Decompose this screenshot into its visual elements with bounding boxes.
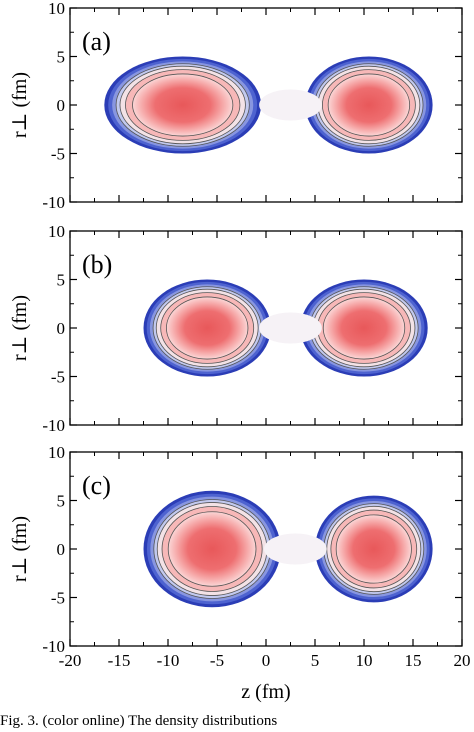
x-tick-label: -15 [108, 651, 131, 670]
panel-a-ticks: -10 -5 0 5 10 [42, 0, 463, 212]
y-tick-label: -10 [42, 416, 65, 435]
x-tick-label: -20 [59, 651, 82, 670]
panel-c-fragment-1-level-7 [167, 511, 257, 587]
panel-a: -10 -5 0 5 10 (a) r⊥ (fm) [9, 0, 463, 212]
panel-a-contours [104, 56, 433, 154]
panel-b-ticks: -10 -5 0 5 10 [42, 222, 463, 435]
panel-b-label: (b) [82, 250, 112, 279]
panel-c-y-axis-label: r⊥ (fm) [9, 516, 31, 582]
y-tick-label: 0 [57, 319, 66, 338]
panel-b-y-axis-label: r⊥ (fm) [9, 295, 31, 361]
panel-b: -10 -5 0 5 10 (b) r⊥ (fm) [9, 222, 463, 435]
y-tick-label: -5 [51, 589, 65, 608]
panel-a-y-axis-label: r⊥ (fm) [9, 72, 31, 138]
y-tick-label: -5 [51, 145, 65, 164]
y-tick-label: 10 [48, 0, 65, 18]
panel-c: -10 -5 0 5 10 -20 -15 -10 -5 0 5 10 15 20 (c) r⊥ (fm)… [9, 443, 471, 703]
y-tick-label: -5 [51, 368, 65, 387]
figure-caption: Fig. 3. (color online) The density distr… [0, 713, 278, 729]
panel-a-fragment-2-level-7 [327, 73, 411, 137]
y-tick-label: 10 [48, 443, 65, 462]
y-tick-label: -10 [42, 637, 65, 656]
panel-a-fragment-1-level-7 [132, 73, 234, 137]
panel-b-contours [143, 279, 428, 377]
y-tick-label: -10 [42, 193, 65, 212]
panel-c-contours [143, 490, 433, 608]
x-tick-label: 15 [405, 651, 422, 670]
panel-c-label: (c) [82, 471, 111, 500]
y-tick-label: 0 [57, 540, 66, 559]
x-tick-label: -5 [210, 651, 224, 670]
panel-b-fragment-1-level-7 [166, 296, 249, 360]
y-tick-label: 5 [57, 271, 66, 290]
y-tick-label: 0 [57, 96, 66, 115]
y-tick-label: 5 [57, 492, 66, 511]
y-tick-label: 10 [48, 222, 65, 241]
x-tick-label: 10 [356, 651, 373, 670]
panel-b-neck [259, 312, 322, 344]
panel-a-neck [259, 89, 322, 121]
panel-b-fragment-2-level-7 [322, 296, 406, 360]
panel-c-neck [264, 533, 327, 565]
panel-a-label: (a) [82, 27, 111, 56]
x-tick-label: 5 [311, 651, 320, 670]
y-tick-label: 5 [57, 48, 66, 67]
panel-c-ticks: -10 -5 0 5 10 -20 -15 -10 -5 0 5 10 15 20 [42, 443, 470, 670]
x-tick-label: 20 [454, 651, 471, 670]
x-tick-label: -10 [157, 651, 180, 670]
panel-c-fragment-2-level-7 [335, 514, 412, 584]
x-axis-label: z (fm) [241, 681, 290, 703]
x-tick-label: 0 [262, 651, 271, 670]
